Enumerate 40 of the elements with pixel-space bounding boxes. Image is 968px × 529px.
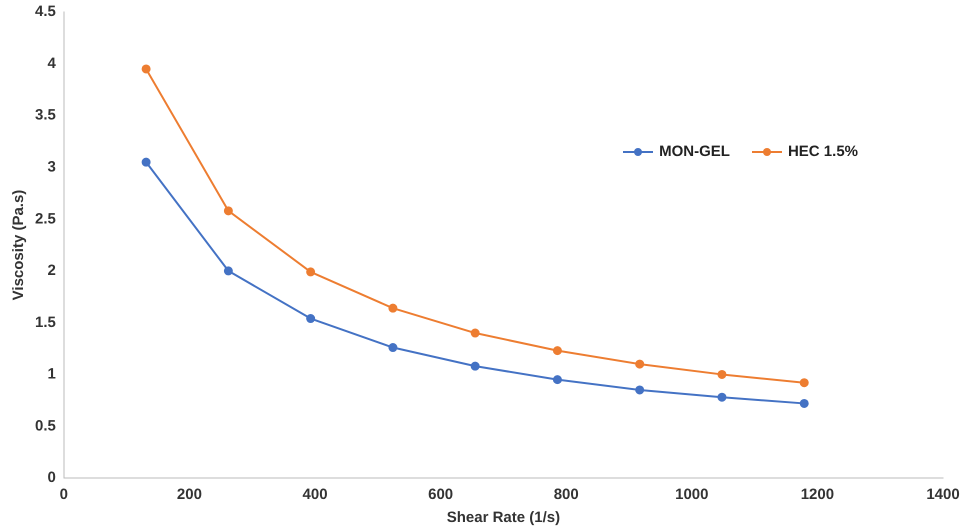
x-axis-title: Shear Rate (1/s) [446,509,560,526]
x-tick-label: 600 [428,486,454,504]
y-tick-label: 0 [48,469,56,486]
point [635,385,644,394]
y-tick-label: 4 [48,54,57,72]
point [800,398,809,408]
y-tick-label: 0.5 [34,417,56,434]
x-tick-label: 200 [176,486,202,504]
legend-label: MON-GEL [659,143,730,160]
point [552,375,562,384]
point [142,158,151,167]
point [306,267,316,276]
x-tick-label: 1400 [926,486,960,504]
y-tick-label: 2.5 [34,210,56,228]
x-tick-label: 0 [60,486,68,504]
y-tick-label: 4.5 [34,3,56,20]
x-tick-label: 400 [302,486,328,504]
y-axis-title: Viscosity (Pa.s) [10,190,28,300]
y-tick-label: 1.5 [34,314,56,331]
y-tick-label: 1 [48,366,56,383]
point [388,343,398,352]
point [142,64,151,74]
point [470,328,480,338]
point [552,346,562,356]
x-tick-label: 1000 [675,486,708,504]
x-tick-label: 800 [554,486,579,504]
legend-label: HEC 1.5% [788,143,858,160]
x-tick-label: 1200 [800,486,834,504]
point [635,360,644,369]
point [306,314,316,324]
point [388,304,398,313]
point [717,392,726,402]
point [224,206,233,216]
y-tick-label: 3.5 [34,106,56,124]
point [470,362,480,371]
point [717,370,726,379]
y-tick-label: 3 [48,158,56,176]
y-tick-label: 2 [48,262,56,280]
point [800,378,809,388]
point [224,266,233,276]
